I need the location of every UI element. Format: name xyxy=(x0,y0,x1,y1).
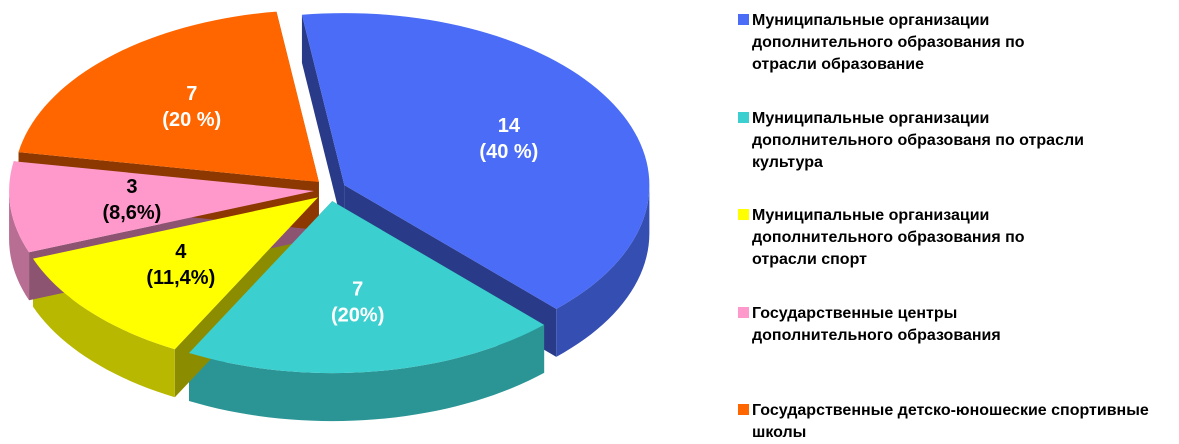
share-label: (20%) xyxy=(331,305,384,327)
slice xyxy=(32,197,319,350)
slice xyxy=(189,201,545,374)
slice-tops xyxy=(9,11,650,374)
legend-item: Государственные центры дополнительного о… xyxy=(738,303,1092,347)
legend-swatch xyxy=(738,112,749,123)
legend-item: Государственные детско-юношеские спортив… xyxy=(738,400,1172,444)
legend-label: Муниципальные организации дополнительног… xyxy=(752,110,1084,171)
slice-side xyxy=(9,191,30,301)
value-label: 7 xyxy=(186,83,197,105)
slice xyxy=(18,11,319,182)
legend-item: Муниципальные организации дополнительног… xyxy=(738,10,1092,76)
slice-side xyxy=(556,185,650,357)
value-label: 3 xyxy=(126,176,137,198)
legend-item: Муниципальные организации дополнительног… xyxy=(738,108,1092,174)
value-label: 4 xyxy=(175,241,187,263)
share-label: (20 %) xyxy=(162,109,221,131)
slice xyxy=(9,161,315,253)
slice xyxy=(301,13,650,309)
chart: 14 (40 %) 7 (20%) 4 (11,4%) 3 (8,6%) 7 (20 %) xyxy=(9,11,650,422)
legend-label: Государственные центры дополнительного о… xyxy=(752,305,1001,344)
legend: Муниципальные организации дополнительног… xyxy=(738,0,1179,443)
legend-swatch xyxy=(738,14,749,25)
slice-side xyxy=(32,258,175,398)
share-label: (8,6%) xyxy=(102,202,161,224)
value-label: 7 xyxy=(352,279,363,301)
legend-label: Муниципальные организации дополнительног… xyxy=(752,207,1025,268)
slice-side xyxy=(189,324,545,422)
share-label: (11,4%) xyxy=(146,267,215,289)
value-label: 14 xyxy=(498,115,521,137)
legend-item: Муниципальные организации дополнительног… xyxy=(738,205,1092,271)
share-label: (40 %) xyxy=(479,141,538,163)
legend-swatch xyxy=(738,404,749,415)
slice-wall xyxy=(301,14,345,234)
legend-label: Муниципальные организации дополнительног… xyxy=(752,12,1025,73)
legend-swatch xyxy=(738,209,749,220)
legend-swatch xyxy=(738,307,749,318)
legend-label: Государственные детско-юношеские спортив… xyxy=(752,402,1149,441)
